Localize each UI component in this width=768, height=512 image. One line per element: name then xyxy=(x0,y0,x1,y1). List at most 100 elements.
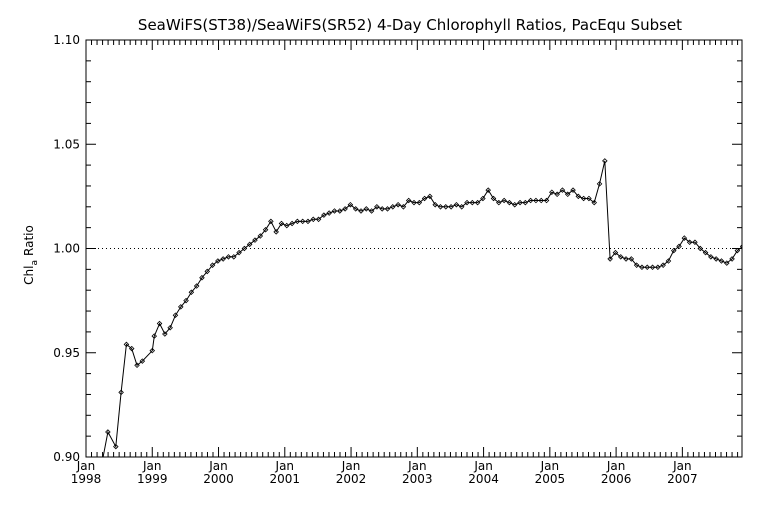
series-point xyxy=(177,304,184,310)
series-point xyxy=(246,241,253,248)
series-point xyxy=(660,262,666,268)
series-point xyxy=(118,389,124,396)
series-point xyxy=(612,249,619,256)
series-point xyxy=(644,264,651,271)
series-point xyxy=(522,199,529,206)
series-point xyxy=(128,345,135,352)
x-tick-label-year: 2001 xyxy=(270,472,301,486)
series-point xyxy=(453,201,460,208)
series-point xyxy=(411,199,417,206)
series-point xyxy=(384,206,391,212)
series-point xyxy=(490,195,497,202)
series-point xyxy=(723,260,730,266)
x-tick-label-year: 1998 xyxy=(71,472,102,486)
series-point xyxy=(739,244,742,249)
series-point xyxy=(676,243,682,250)
series-point xyxy=(517,199,523,206)
series-point xyxy=(326,210,332,216)
y-axis-label-subscript: a xyxy=(30,260,40,266)
series-line xyxy=(102,160,742,457)
series-point xyxy=(257,233,264,239)
x-tick-label-year: 2004 xyxy=(468,472,499,486)
series-point xyxy=(113,443,119,450)
x-tick-label-year: 1999 xyxy=(137,472,168,486)
x-tick-label-month: Jan xyxy=(208,459,228,473)
series-point xyxy=(649,264,656,271)
x-tick-label-month: Jan xyxy=(341,459,361,473)
series-point xyxy=(149,347,156,354)
series-point xyxy=(230,254,237,260)
series-point xyxy=(416,199,423,206)
series-point xyxy=(596,181,603,187)
series-point xyxy=(427,193,433,200)
series-point xyxy=(395,201,401,208)
series-point xyxy=(215,258,221,264)
series-point xyxy=(511,201,518,208)
series-point xyxy=(570,187,576,193)
series-point xyxy=(374,204,380,210)
series-point xyxy=(639,264,645,271)
series-point xyxy=(564,191,571,198)
series-point xyxy=(342,206,348,212)
series-point xyxy=(193,283,200,289)
y-axis-label: Chla Ratio xyxy=(22,225,40,285)
series-point xyxy=(628,256,635,262)
series-point xyxy=(697,245,704,252)
series-point xyxy=(162,331,168,337)
series-point xyxy=(358,208,364,214)
series-point xyxy=(134,362,140,369)
y-tick-label: 1.00 xyxy=(53,242,80,256)
x-tick-label-month: Jan xyxy=(142,459,162,473)
y-tick-label: 1.10 xyxy=(53,33,80,47)
series-point xyxy=(305,218,311,225)
series-point xyxy=(729,256,735,262)
series-point xyxy=(580,195,587,202)
series-point xyxy=(167,324,173,331)
series-point xyxy=(549,189,555,195)
series-point xyxy=(347,201,354,208)
series-point xyxy=(538,197,544,204)
series-point xyxy=(432,201,438,208)
series-point xyxy=(421,195,428,202)
series-point xyxy=(602,158,608,164)
x-tick-label-year: 2005 xyxy=(535,472,566,486)
series-point xyxy=(236,249,242,256)
series-point xyxy=(284,222,290,229)
series-point xyxy=(331,208,338,214)
series-point xyxy=(400,204,407,210)
series-point xyxy=(586,195,592,202)
series-point xyxy=(310,216,317,223)
series-point xyxy=(670,247,677,254)
series-point xyxy=(554,191,560,198)
x-tick-label-year: 2006 xyxy=(601,472,632,486)
series-point xyxy=(702,249,709,256)
series-point xyxy=(199,274,205,281)
series-point xyxy=(708,254,714,260)
series-point xyxy=(405,197,412,204)
x-tick-label-year: 2007 xyxy=(667,472,698,486)
series-point xyxy=(352,206,359,212)
series-point xyxy=(713,256,719,262)
series-point xyxy=(209,262,216,268)
series-point xyxy=(480,195,486,202)
series-point xyxy=(156,320,163,327)
x-tick-label-month: Jan xyxy=(76,459,96,473)
series-point xyxy=(458,204,465,210)
series-layer xyxy=(102,158,742,457)
y-tick-label: 0.90 xyxy=(53,450,80,464)
series-point xyxy=(443,204,449,210)
x-tick-label-month: Jan xyxy=(473,459,493,473)
x-tick-label-year: 2000 xyxy=(203,472,234,486)
x-tick-label-year: 2002 xyxy=(336,472,367,486)
series-point xyxy=(623,256,629,262)
series-point xyxy=(220,256,226,262)
series-point xyxy=(734,247,741,254)
series-point xyxy=(591,199,598,206)
series-point xyxy=(172,312,179,318)
series-point xyxy=(262,226,269,233)
series-point xyxy=(501,197,507,204)
series-point xyxy=(533,197,539,204)
series-point xyxy=(506,199,513,206)
series-point xyxy=(268,218,274,225)
series-point xyxy=(496,199,502,206)
